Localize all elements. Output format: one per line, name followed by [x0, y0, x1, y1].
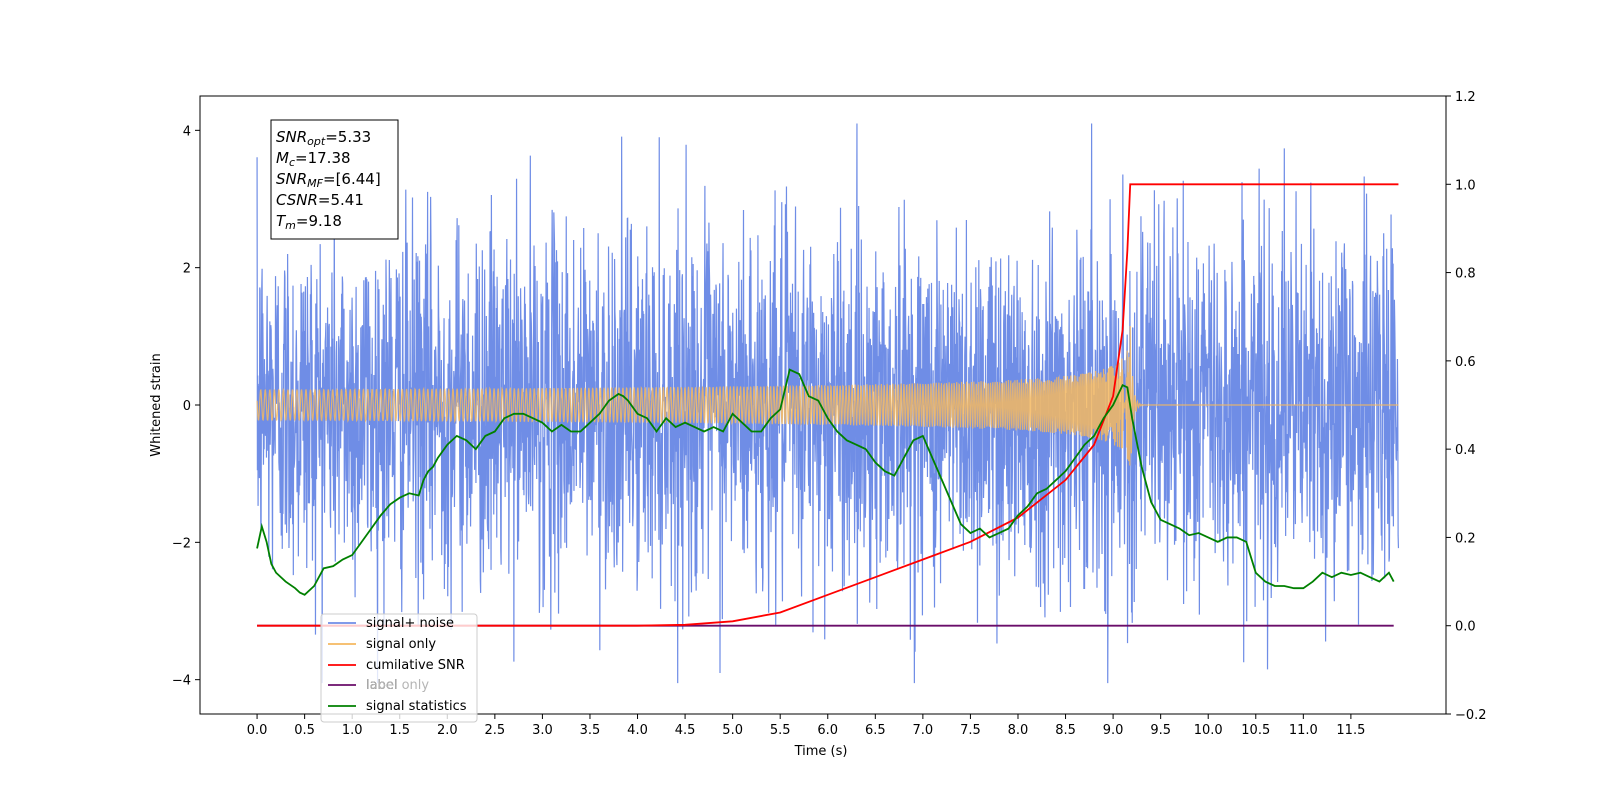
- y2-tick-label: 0.8: [1455, 267, 1476, 282]
- x-tick-label: 3.0: [532, 723, 553, 738]
- x-tick-label: 9.0: [1103, 723, 1124, 738]
- legend-label: signal+ noise: [366, 616, 454, 631]
- y-tick-label: −2: [172, 536, 191, 551]
- x-tick-label: 0.0: [247, 723, 268, 738]
- y-axis-label: Whitened strain: [149, 353, 164, 456]
- x-tick-label: 10.5: [1241, 723, 1270, 738]
- x-tick-label: 11.5: [1336, 723, 1365, 738]
- series-signal-statistics: [256, 368, 1395, 596]
- x-tick-label: 11.0: [1289, 723, 1318, 738]
- y2-tick-label: 1.2: [1455, 90, 1476, 105]
- x-tick-label: 3.5: [580, 723, 601, 738]
- x-tick-label: 7.5: [960, 723, 981, 738]
- y-tick-label: −4: [172, 674, 191, 689]
- legend: signal+ noise signal only cumilative SNR la…: [320, 613, 478, 723]
- legend-label: signal statistics: [366, 699, 467, 714]
- y2-tick-label: 0.2: [1455, 531, 1476, 546]
- x-tick-label: 8.5: [1055, 723, 1076, 738]
- x-tick-label: 0.5: [294, 723, 315, 738]
- y2-tick-label: 0.4: [1455, 443, 1476, 458]
- y-axis-ticks: −4 −2 0 2 4: [172, 124, 200, 689]
- y-tick-label: 0: [183, 399, 191, 414]
- series-cumilative-snr: [257, 183, 1399, 627]
- x-tick-label: 4.5: [675, 723, 696, 738]
- y2-tick-label: 0.6: [1455, 355, 1476, 370]
- x-tick-label: 7.0: [913, 723, 934, 738]
- legend-label: label: [366, 678, 397, 693]
- x-axis-ticks: 0.0 0.5 1.0 1.5 2.0 2.5 3.0 3.5 4.0 4.5 5.0 5.5 6.0 6…: [247, 714, 1365, 738]
- y2-tick-label: 1.0: [1455, 178, 1476, 193]
- y-tick-label: 2: [183, 262, 191, 277]
- x-tick-label: 1.5: [389, 723, 410, 738]
- annotation-line: Mc=17.38: [276, 149, 351, 169]
- series-signal-only: [256, 326, 1399, 466]
- annotation-line: CSNR=5.41: [276, 191, 364, 209]
- y2-axis-ticks: −0.2 0.0 0.2 0.4 0.6 0.8 1.0 1.2: [1446, 90, 1487, 723]
- x-tick-label: 10.0: [1194, 723, 1223, 738]
- x-tick-label: 5.5: [770, 723, 791, 738]
- x-tick-label: 2.5: [485, 723, 506, 738]
- signal-statistics-line: [256, 368, 1395, 596]
- x-tick-label: 4.0: [627, 723, 648, 738]
- x-tick-label: 9.5: [1150, 723, 1171, 738]
- y2-tick-label: −0.2: [1455, 708, 1487, 723]
- legend-label: label only: [366, 678, 429, 693]
- signal-line: [256, 326, 1399, 466]
- x-tick-label: 6.0: [817, 723, 838, 738]
- x-tick-label: 2.0: [437, 723, 458, 738]
- y-tick-label: 4: [183, 124, 191, 139]
- x-tick-label: 1.0: [342, 723, 363, 738]
- annotation-line: Tm=9.18: [276, 212, 342, 232]
- annotation-box: SNRopt=5.33Mc=17.38SNRMF=[6.44]CSNR=5.41…: [270, 119, 399, 240]
- annotation-line: SNRopt=5.33: [276, 128, 371, 148]
- x-axis-label: Time (s): [794, 744, 848, 759]
- legend-label: cumilative SNR: [366, 658, 465, 673]
- legend-label: signal only: [366, 637, 436, 652]
- cumilative-snr-line: [257, 183, 1399, 627]
- y2-tick-label: 0.0: [1455, 620, 1476, 635]
- x-tick-label: 5.0: [722, 723, 743, 738]
- annotation-line: SNRMF=[6.44]: [276, 170, 381, 190]
- x-tick-label: 6.5: [865, 723, 886, 738]
- x-tick-label: 8.0: [1008, 723, 1029, 738]
